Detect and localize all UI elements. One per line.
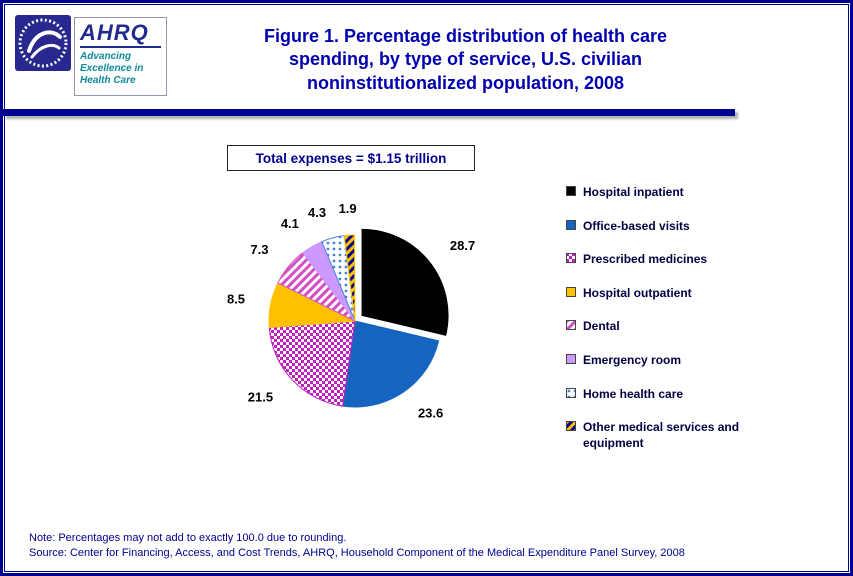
header-divider-bar — [3, 109, 735, 116]
pie-slice — [343, 234, 356, 322]
pie-value-label: 23.6 — [418, 406, 443, 421]
ahrq-tagline-line: Health Care — [80, 75, 136, 86]
pie-value-label: 4.3 — [308, 205, 326, 220]
legend-swatch — [566, 219, 576, 230]
legend-swatch — [566, 253, 576, 264]
legend-swatch — [566, 186, 576, 196]
legend-item: Dental — [566, 319, 748, 335]
ahrq-tagline-line: Excellence in — [80, 63, 144, 74]
pie-value-label: 8.5 — [227, 292, 245, 307]
legend-item: Hospital outpatient — [566, 286, 748, 302]
pie-chart: 28.7 23.6 21.5 8.5 7.3 4.1 4.3 1.9 — [227, 201, 475, 421]
pie-value-label: 4.1 — [281, 216, 299, 231]
figure-title-line: spending, by type of service, U.S. civil… — [288, 49, 643, 70]
legend-label: Home health care — [583, 386, 684, 401]
legend-item: Emergency room — [566, 353, 748, 369]
footnote-rounding: Note: Percentages may not add to exactly… — [29, 532, 347, 544]
pie-value-label: 1.9 — [339, 201, 357, 216]
legend-item: Office-based visits — [566, 219, 748, 235]
chart-legend: Hospital inpatient Office-based visits Pre… — [566, 185, 748, 451]
ahrq-logo: AHRQ Advancing Excellence in Health Care — [74, 17, 167, 96]
legend-swatch — [566, 353, 576, 364]
legend-label: Hospital outpatient — [583, 285, 692, 300]
pie-value-label: 21.5 — [248, 389, 273, 404]
pie-slice — [268, 320, 356, 407]
legend-label: Other medical services and equipment — [583, 420, 740, 450]
legend-swatch — [566, 320, 576, 331]
hhs-logo-icon — [15, 15, 71, 71]
legend-swatch — [566, 286, 576, 297]
legend-swatch — [566, 387, 576, 398]
legend-swatch — [566, 421, 576, 432]
legend-item: Prescribed medicines — [566, 252, 748, 268]
legend-item: Hospital inpatient — [566, 185, 748, 201]
hhs-logo-ring-text — [18, 18, 68, 68]
ahrq-tagline: Advancing Excellence in Health Care — [80, 51, 161, 87]
legend-label: Prescribed medicines — [583, 252, 708, 267]
legend-label: Dental — [583, 319, 620, 334]
pie-value-label: 7.3 — [250, 242, 268, 257]
legend-item: Other medical services and equipment — [566, 420, 748, 451]
legend-label: Office-based visits — [583, 218, 690, 233]
figure-title: Figure 1. Percentage distribution of hea… — [188, 25, 743, 95]
pie-slice — [342, 320, 440, 408]
total-expenses-box: Total expenses = $1.15 trillion — [227, 145, 475, 171]
hhs-eagle-wing-icon — [30, 43, 61, 59]
legend-label: Emergency room — [583, 352, 682, 367]
footnote-source: Source: Center for Financing, Access, an… — [29, 546, 685, 559]
hhs-eagle-icon — [27, 30, 62, 53]
footer-notes: Note: Percentages may not add to exactly… — [29, 531, 685, 561]
ahrq-acronym: AHRQ — [80, 22, 161, 48]
legend-item: Home health care — [566, 387, 748, 403]
ahrq-tagline-line: Advancing — [80, 51, 132, 62]
total-expenses-label: Total expenses = $1.15 trillion — [255, 150, 447, 166]
hhs-logo-background — [15, 15, 71, 71]
pie-value-label: 28.7 — [450, 238, 475, 253]
figure-title-line: noninstitutionalized population, 2008 — [306, 72, 624, 93]
legend-label: Hospital inpatient — [583, 185, 684, 199]
pie-slice — [361, 228, 449, 336]
figure-title-line: Figure 1. Percentage distribution of hea… — [263, 26, 668, 46]
